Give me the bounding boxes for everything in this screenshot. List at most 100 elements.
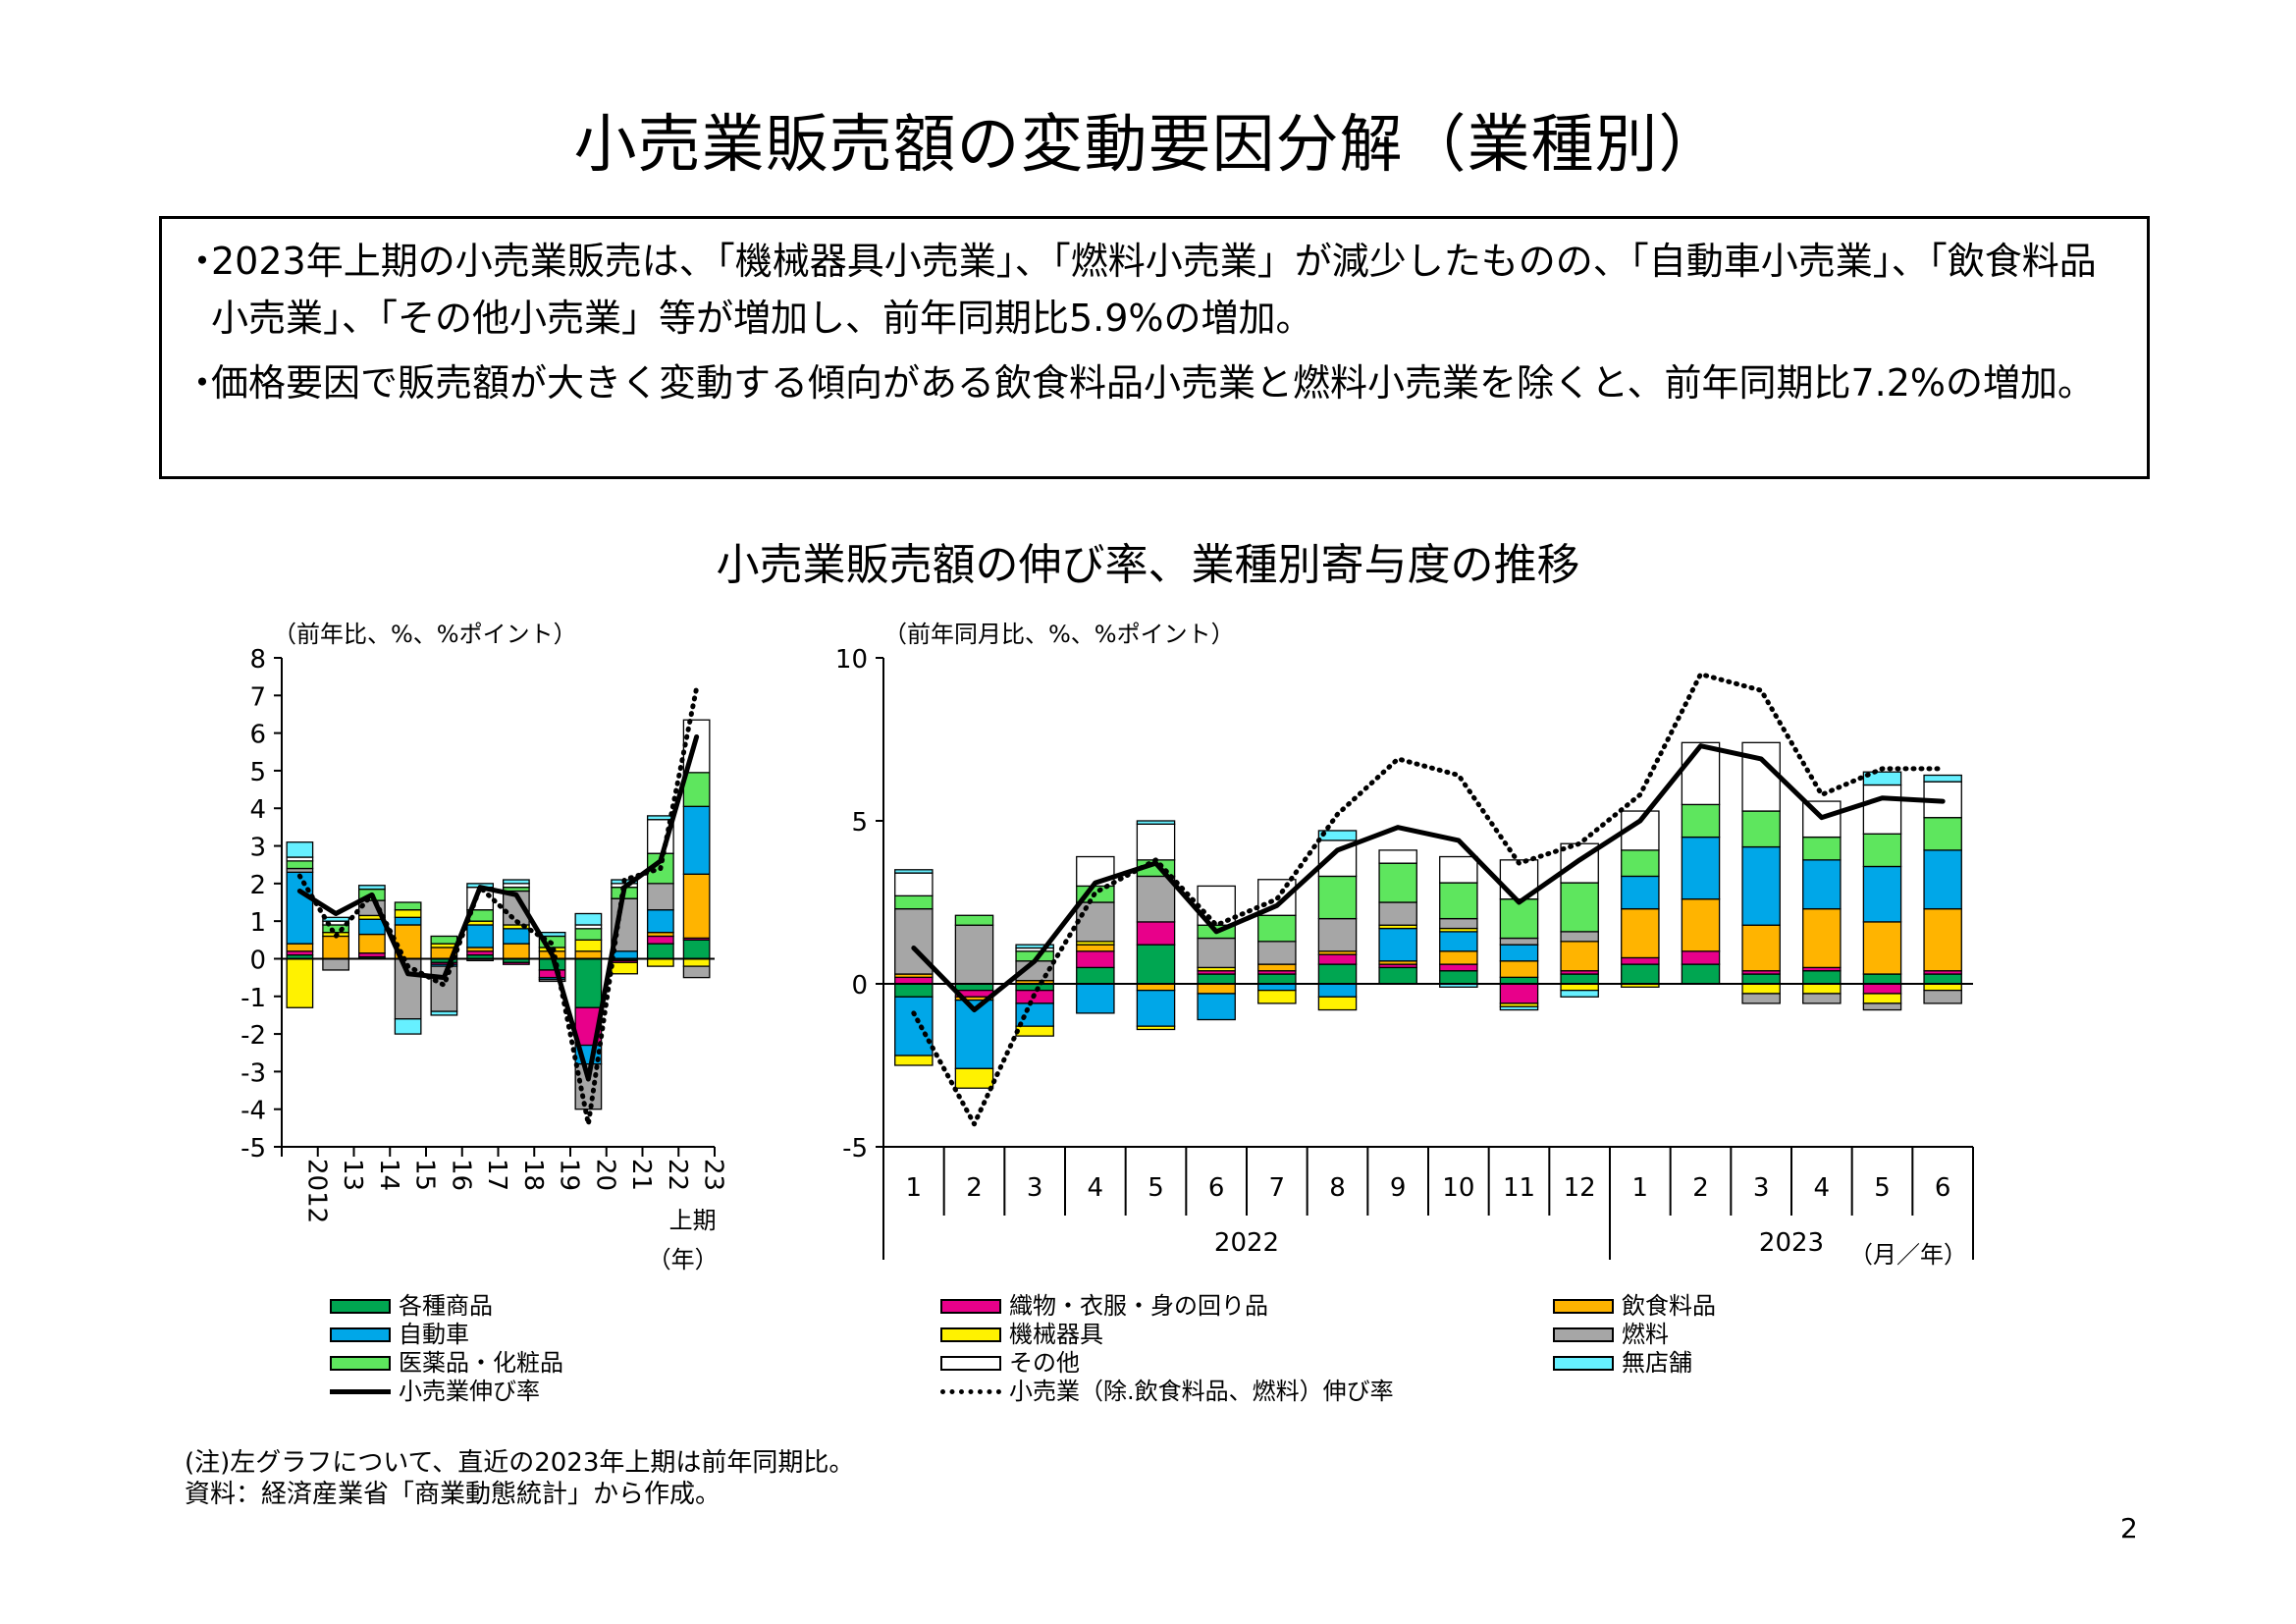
x-tick-label: 1 (906, 1173, 923, 1203)
legend-label: 小売業（除.飲食料品、燃料）伸び率 (1009, 1378, 1394, 1405)
bar-segment-nonstore (1499, 1005, 1539, 1011)
bar-segment-food (1923, 907, 1962, 972)
x-tick-label: 11 (1503, 1173, 1535, 1203)
bar-segment-drug (286, 860, 314, 870)
x-axis-unit: （月／年） (1849, 1241, 1967, 1269)
bar-segment-nonstore (357, 885, 386, 891)
bar-segment-fuel (1923, 989, 1962, 1004)
x-tick-label: 10 (1442, 1173, 1474, 1203)
x-tick-label: 2 (966, 1173, 983, 1203)
bar-segment-auto (646, 909, 674, 934)
bar-segment-food (357, 933, 386, 954)
bar-segment-drug (894, 894, 934, 910)
bar-segment-food (1076, 944, 1115, 952)
bar-segment-auto (1076, 983, 1115, 1014)
bar-segment-machinery (1015, 1025, 1054, 1037)
x-tick-label: 14 (374, 1159, 403, 1191)
x-tick-label: 3 (1753, 1173, 1770, 1203)
notes: (注)左グラフについて、直近の2023年上期は前年同期比。 資料：経済産業省「商… (185, 1447, 854, 1510)
summary-bullet-2: ・ 価格要因で販売額が大きく変動する傾向がある飲食料品小売業と燃料小売業を除くと… (184, 354, 2147, 411)
bar-segment-food (1560, 941, 1599, 972)
legend-item-total-line: 小売業伸び率 (330, 1378, 540, 1405)
bar-segment-fuel (1439, 917, 1478, 930)
bar-segment-machinery (894, 1055, 934, 1066)
bar-segment-machinery (1802, 983, 1842, 995)
bar-segment-textile (646, 935, 674, 945)
bar-segment-drug (954, 914, 994, 926)
bar-segment-nonstore (1923, 774, 1962, 783)
bar-segment-nonstore (1015, 944, 1054, 949)
bar-segment-department (1076, 966, 1115, 985)
legend-label: 自動車 (399, 1321, 469, 1348)
legend-swatch (940, 1298, 1001, 1314)
bar-segment-nonstore (430, 1010, 458, 1016)
x-tick-label: 23 (699, 1159, 728, 1191)
y-tick-label: -2 (240, 1021, 266, 1051)
bar-segment-department (574, 957, 603, 1008)
legend-label: 各種商品 (399, 1292, 493, 1320)
bar-segment-machinery (954, 1067, 994, 1089)
x-tick-label: 6 (1935, 1173, 1951, 1203)
bar-segment-fuel (682, 965, 711, 979)
bar-segment-department (1378, 966, 1417, 985)
bar-segment-fuel (1862, 1002, 1902, 1011)
legend-item-auto: 自動車 (330, 1321, 469, 1348)
bar-segment-drug (1741, 810, 1781, 848)
bar-segment-machinery (1862, 993, 1902, 1004)
bar-segment-other (1681, 741, 1721, 806)
bar-segment-department (1741, 973, 1781, 985)
x-tick-label: 21 (626, 1159, 656, 1191)
y-tick-label: 5 (851, 808, 868, 838)
bar-segment-auto (1741, 845, 1781, 926)
legend-swatch (940, 1326, 1001, 1342)
legend-label: その他 (1009, 1349, 1080, 1377)
bar-segment-auto (466, 924, 495, 948)
note-line: (注)左グラフについて、直近の2023年上期は前年同期比。 (185, 1448, 855, 1478)
legend-item-fuel: 燃料 (1553, 1321, 1669, 1348)
bar-segment-auto (1499, 944, 1539, 962)
x-tick-label: 1 (1632, 1173, 1649, 1203)
bar-segment-fuel (1197, 937, 1236, 969)
bar-segment-nonstore (1317, 830, 1358, 841)
bar-segment-nonstore (894, 869, 934, 874)
bar-segment-department (682, 939, 711, 960)
x-tick-label: 8 (1329, 1173, 1346, 1203)
x-tick-label: 2 (1692, 1173, 1709, 1203)
bar-segment-drug (1560, 882, 1599, 933)
bar-segment-drug (1499, 898, 1539, 940)
bar-segment-drug (1378, 862, 1417, 903)
bar-segment-auto (286, 871, 314, 945)
bar-segment-auto (502, 928, 530, 945)
bar-segment-machinery (1741, 983, 1781, 995)
bar-segment-nonstore (574, 912, 603, 926)
bar-segment-food (682, 873, 711, 940)
bar-segment-food (1621, 907, 1660, 959)
bar-segment-fuel (646, 883, 674, 911)
bar-segment-department (1136, 944, 1176, 985)
bar-segment-fuel (1136, 875, 1176, 923)
bar-segment-food (502, 943, 530, 960)
legend-item-food: 飲食料品 (1553, 1292, 1716, 1320)
core-growth-line (296, 685, 700, 1127)
bar-segment-machinery (1257, 989, 1297, 1004)
x-tick-label: 17 (482, 1159, 511, 1191)
bar-segment-auto (1862, 865, 1902, 923)
bar-segment-auto (1681, 836, 1721, 900)
bar-segment-drug (1923, 817, 1962, 851)
y-tick-label: -5 (240, 1134, 266, 1164)
bar-segment-nonstore (394, 1018, 422, 1035)
x-tick-label: 19 (555, 1159, 584, 1191)
legend-swatch (1553, 1298, 1614, 1314)
bar-segment-nonstore (286, 841, 314, 858)
summary-bullet-1: ・ 2023年上期の小売業販売は、「機械器具小売業」、「燃料小売業」が減少したも… (184, 233, 2147, 347)
y-tick-label: 0 (249, 946, 266, 975)
legend-label: 無店舗 (1622, 1349, 1692, 1377)
legend-item-drug: 医薬品・化粧品 (330, 1349, 563, 1377)
x-sublabel: 上期 (669, 1207, 717, 1234)
legend-item-textile: 織物・衣服・身の回り品 (940, 1292, 1268, 1320)
y-tick-label: 5 (249, 758, 266, 787)
bar-segment-textile (502, 961, 530, 965)
y-axis-title: （前年同月比、%、%ポイント） (883, 621, 1235, 648)
bar-segment-food (1741, 924, 1781, 972)
